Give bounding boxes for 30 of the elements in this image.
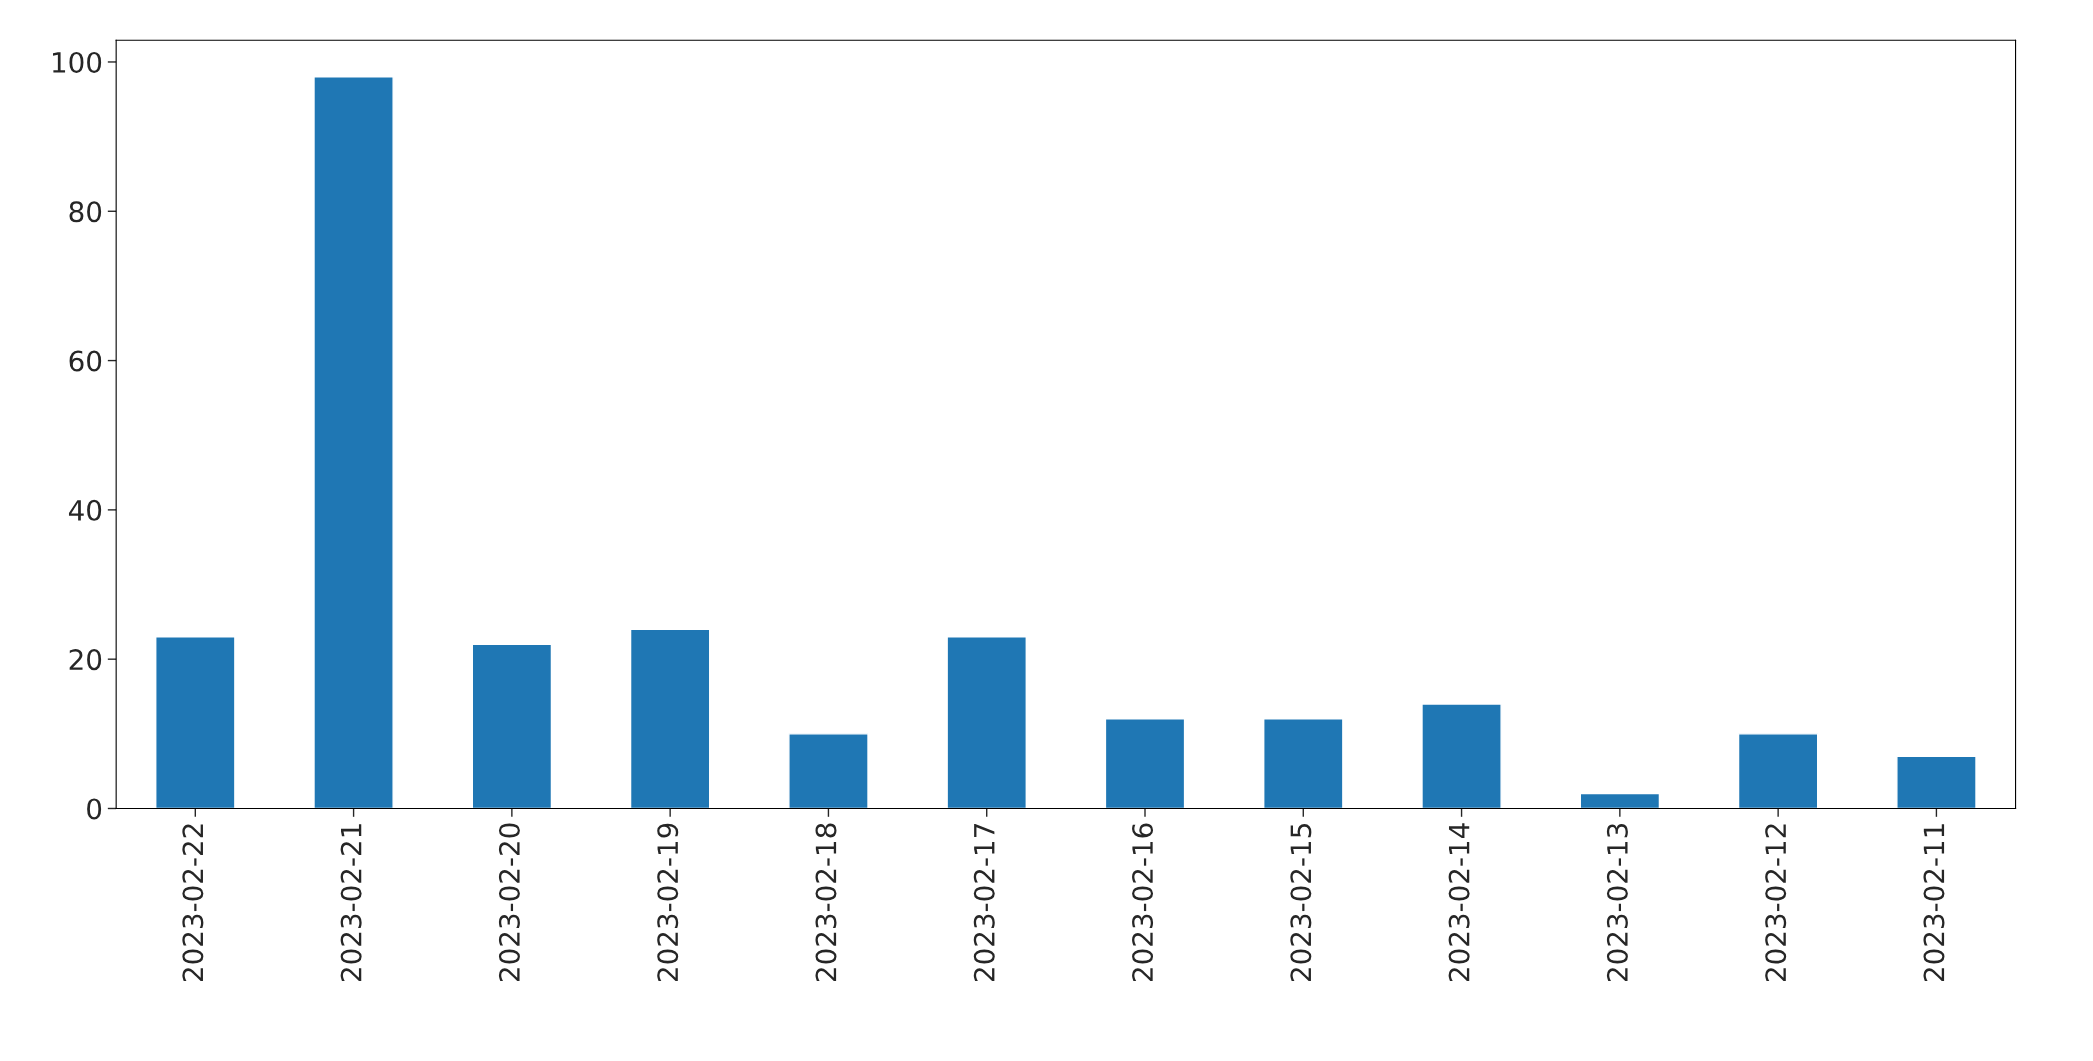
x-tick-label: 2023-02-16 [1132, 823, 1154, 982]
bar [629, 628, 711, 809]
x-tick-label: 2023-02-22 [182, 824, 204, 982]
bar [1421, 703, 1502, 809]
x-tick-label: 2023-02-14 [1448, 823, 1470, 982]
x-tick-label: 2023-02-20 [498, 823, 520, 982]
bar [1896, 755, 1977, 809]
x-tick-label: 2023-02-13 [1606, 823, 1628, 982]
x-tick-label: 2023-02-21 [340, 824, 362, 982]
x-tick-label: 2023-02-19 [657, 823, 679, 982]
bar [1104, 718, 1186, 809]
x-tick-label: 2023-02-12 [1765, 824, 1787, 982]
x-tick-label: 2023-02-15 [1290, 824, 1312, 982]
bar [946, 636, 1027, 809]
y-tick-label: 80 [69, 201, 102, 223]
x-tick-label: 2023-02-18 [815, 823, 837, 982]
y-tick-label: 60 [69, 350, 102, 372]
bar [155, 636, 236, 809]
bar [313, 76, 394, 809]
bar [1579, 792, 1661, 809]
y-tick-label: 40 [68, 499, 102, 521]
bar [1737, 733, 1819, 809]
bar [788, 733, 869, 809]
y-tick-label: 100 [53, 51, 102, 73]
x-tick-label: 2023-02-11 [1923, 824, 1945, 982]
y-tick-label: 20 [69, 649, 102, 671]
x-tick-label: 2023-02-17 [973, 824, 995, 982]
bar [1263, 718, 1344, 809]
y-tick-label: 0 [87, 798, 102, 820]
bar [471, 643, 553, 809]
